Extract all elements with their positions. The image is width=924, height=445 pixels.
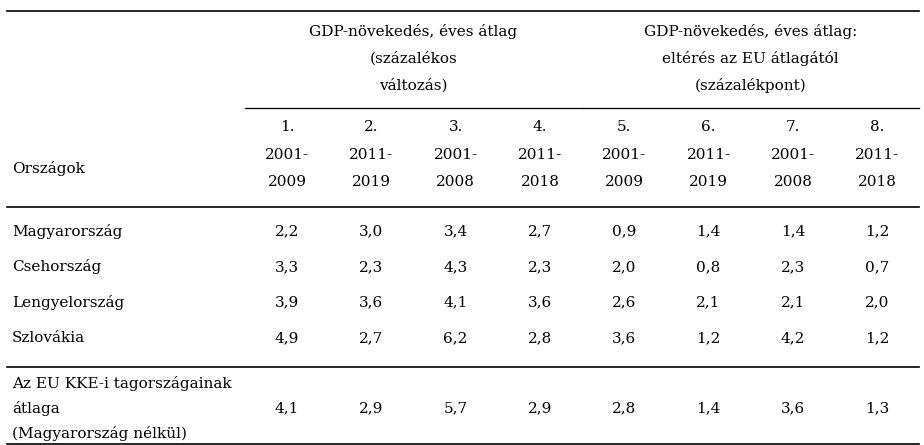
Text: 2011-: 2011- (349, 148, 394, 162)
Text: 2001-: 2001- (602, 148, 647, 162)
Text: 2011-: 2011- (687, 148, 731, 162)
Text: 2,7: 2,7 (359, 331, 383, 345)
Text: 2008: 2008 (773, 175, 812, 190)
Text: 3,4: 3,4 (444, 224, 468, 239)
Text: 4,2: 4,2 (781, 331, 805, 345)
Text: GDP-növekedés, éves átlag: GDP-növekedés, éves átlag (310, 24, 517, 39)
Text: 2,0: 2,0 (865, 295, 890, 310)
Text: 2018: 2018 (857, 175, 896, 190)
Text: Szlovákia: Szlovákia (12, 331, 85, 345)
Text: 2,1: 2,1 (781, 295, 805, 310)
Text: 3,6: 3,6 (359, 295, 383, 310)
Text: 0,7: 0,7 (865, 260, 889, 274)
Text: 1,4: 1,4 (697, 401, 721, 416)
Text: 1,4: 1,4 (697, 224, 721, 239)
Text: 3,0: 3,0 (359, 224, 383, 239)
Text: 2011-: 2011- (517, 148, 562, 162)
Text: 2009: 2009 (268, 175, 307, 190)
Text: 2,7: 2,7 (528, 224, 552, 239)
Text: 2,3: 2,3 (359, 260, 383, 274)
Text: 2008: 2008 (436, 175, 475, 190)
Text: 4.: 4. (533, 120, 547, 134)
Text: 2.: 2. (364, 120, 379, 134)
Text: 5,7: 5,7 (444, 401, 468, 416)
Text: 0,8: 0,8 (697, 260, 721, 274)
Text: (százalékos: (százalékos (370, 52, 457, 66)
Text: 2,0: 2,0 (612, 260, 637, 274)
Text: 1.: 1. (280, 120, 294, 134)
Text: 2,9: 2,9 (528, 401, 553, 416)
Text: 3,6: 3,6 (781, 401, 805, 416)
Text: 3.: 3. (448, 120, 463, 134)
Text: 4,1: 4,1 (274, 401, 299, 416)
Text: változás): változás) (379, 78, 448, 93)
Text: 4,3: 4,3 (444, 260, 468, 274)
Text: 2019: 2019 (352, 175, 391, 190)
Text: 1,2: 1,2 (865, 224, 890, 239)
Text: 2019: 2019 (689, 175, 728, 190)
Text: 4,1: 4,1 (444, 295, 468, 310)
Text: eltérés az EU átlagától: eltérés az EU átlagától (663, 51, 839, 66)
Text: 5.: 5. (617, 120, 631, 134)
Text: Az EU KKE-i tagországainak: Az EU KKE-i tagországainak (12, 376, 232, 391)
Text: 2018: 2018 (520, 175, 559, 190)
Text: Magyarország: Magyarország (12, 224, 122, 239)
Text: 2,1: 2,1 (697, 295, 721, 310)
Text: (Magyarország nélkül): (Magyarország nélkül) (12, 426, 187, 441)
Text: 2001-: 2001- (265, 148, 310, 162)
Text: 3,9: 3,9 (275, 295, 299, 310)
Text: 2,2: 2,2 (274, 224, 299, 239)
Text: 2009: 2009 (605, 175, 644, 190)
Text: 1,2: 1,2 (697, 331, 721, 345)
Text: 2,6: 2,6 (612, 295, 637, 310)
Text: GDP-növekedés, éves átlag:: GDP-növekedés, éves átlag: (644, 24, 857, 39)
Text: 2001-: 2001- (771, 148, 815, 162)
Text: 1,3: 1,3 (865, 401, 889, 416)
Text: 2,9: 2,9 (359, 401, 383, 416)
Text: 2,3: 2,3 (528, 260, 552, 274)
Text: 7.: 7. (785, 120, 800, 134)
Text: 3,3: 3,3 (275, 260, 299, 274)
Text: 1,4: 1,4 (781, 224, 805, 239)
Text: Csehország: Csehország (12, 259, 102, 275)
Text: 1,2: 1,2 (865, 331, 890, 345)
Text: 4,9: 4,9 (274, 331, 299, 345)
Text: átlaga: átlaga (12, 401, 60, 416)
Text: 6.: 6. (701, 120, 716, 134)
Text: 6,2: 6,2 (444, 331, 468, 345)
Text: 2,8: 2,8 (528, 331, 552, 345)
Text: Lengyelország: Lengyelország (12, 295, 124, 310)
Text: 8.: 8. (870, 120, 884, 134)
Text: 3,6: 3,6 (528, 295, 552, 310)
Text: 0,9: 0,9 (612, 224, 637, 239)
Text: 2011-: 2011- (855, 148, 899, 162)
Text: Országok: Országok (12, 161, 85, 176)
Text: 2001-: 2001- (433, 148, 478, 162)
Text: (százalékpont): (százalékpont) (695, 78, 807, 93)
Text: 3,6: 3,6 (613, 331, 637, 345)
Text: 2,8: 2,8 (613, 401, 637, 416)
Text: 2,3: 2,3 (781, 260, 805, 274)
